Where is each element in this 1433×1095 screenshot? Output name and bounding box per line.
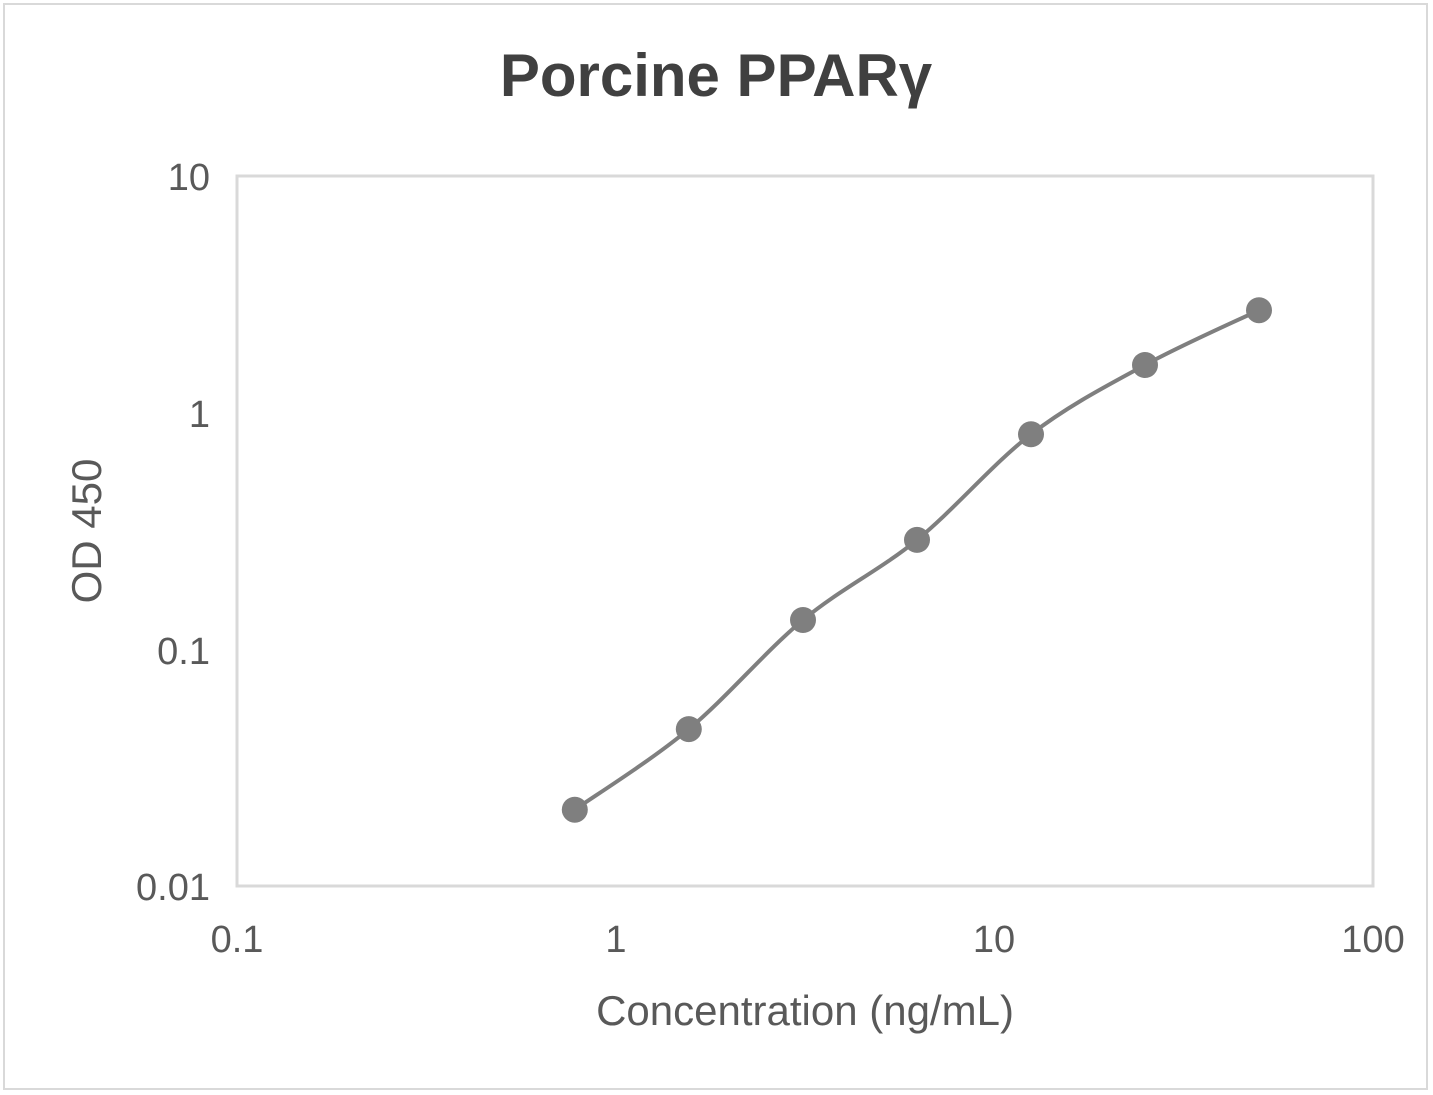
x-tick-label: 100 [1341,919,1404,961]
y-tick-label: 0.1 [157,631,210,673]
x-tick-label: 1 [605,919,626,961]
x-axis-label: Concentration (ng/mL) [596,987,1014,1034]
y-tick-label: 1 [189,394,210,436]
y-axis-label: OD 450 [63,459,110,604]
plot-area [235,174,1375,888]
data-point-marker [904,526,930,553]
data-point-marker [1132,352,1158,378]
data-point-marker [790,607,816,633]
y-tick-label: 0.01 [136,867,210,909]
x-tick-label: 10 [973,919,1015,961]
data-point-marker [1246,297,1272,324]
chart-title: Porcine PPARγ [500,42,933,109]
data-point-marker [675,716,702,743]
series-markers [561,297,1272,823]
x-tick-label: 0.1 [211,919,264,961]
x-axis-ticks: 0.1 1 10 100 [211,919,1405,961]
data-point-marker [561,796,588,823]
chart-frame [3,3,1428,1090]
data-point-marker [1018,421,1044,448]
y-tick-label: 10 [168,157,210,199]
y-axis-ticks: 0.01 0.1 1 10 [136,157,210,909]
